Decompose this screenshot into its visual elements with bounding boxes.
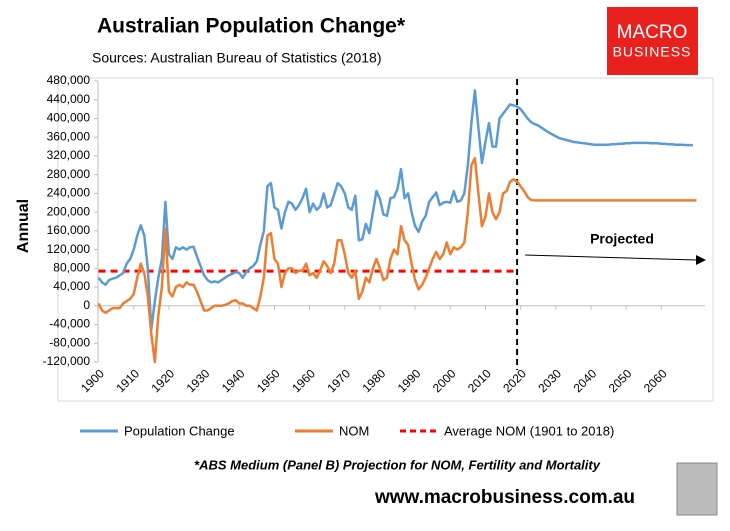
plot-frame (57, 77, 714, 402)
annotation-arrow (525, 254, 698, 261)
y-tick-label: 160,000 (47, 223, 91, 237)
series-line (97, 157, 697, 364)
y-tick-label: 80,000 (53, 261, 90, 275)
x-tick-label: 2000 (430, 366, 459, 395)
x-tick-label: 2050 (606, 366, 635, 395)
website: www.macrobusiness.com.au (374, 487, 635, 508)
x-tick-label: 2040 (571, 366, 600, 395)
annotation: Projected (590, 231, 654, 247)
x-tick-label: 1940 (219, 366, 248, 395)
footnote: *ABS Medium (Panel B) Projection for NOM… (194, 457, 601, 472)
y-tick-label: -40,000 (49, 317, 90, 331)
legend-label: Average NOM (1901 to 2018) (444, 423, 614, 438)
x-tick-label: 2020 (500, 366, 529, 395)
y-tick-label: 400,000 (47, 111, 91, 125)
logo-text: BUSINESS (613, 44, 692, 60)
series-line (97, 89, 693, 331)
y-axis-label: Annual (15, 199, 32, 253)
x-tick-label: 1960 (289, 366, 318, 395)
y-tick-label: 200,000 (47, 204, 91, 218)
annotation-arrowhead (696, 255, 706, 265)
x-tick-label: 1910 (113, 366, 142, 395)
x-tick-label: 1980 (360, 366, 389, 395)
x-tick-label: 2010 (465, 366, 494, 395)
chart-title: Australian Population Change* (97, 15, 406, 38)
x-tick-label: 2060 (641, 366, 670, 395)
legend-label: Population Change (124, 423, 235, 438)
x-tick-label: 1920 (148, 366, 177, 395)
wolf-image (676, 462, 718, 516)
x-tick-label: 1930 (184, 366, 213, 395)
y-tick-label: -120,000 (43, 354, 91, 368)
y-tick-label: 280,000 (47, 167, 91, 181)
x-tick-label: 1900 (78, 366, 107, 395)
chart-subtitle: Sources: Australian Bureau of Statistics… (92, 50, 381, 66)
y-tick-label: 320,000 (47, 148, 91, 162)
y-tick-label: 120,000 (47, 242, 91, 256)
y-tick-label: 440,000 (47, 92, 91, 106)
x-tick-label: 1970 (324, 366, 353, 395)
x-tick-label: 1950 (254, 366, 283, 395)
logo-box (607, 7, 698, 75)
y-tick-label: -80,000 (49, 335, 90, 349)
y-tick-label: 480,000 (47, 73, 91, 87)
y-tick-label: 240,000 (47, 186, 91, 200)
x-tick-label: 1990 (395, 366, 424, 395)
legend-label: NOM (339, 423, 369, 438)
x-tick-label: 2030 (535, 366, 564, 395)
y-tick-label: 360,000 (47, 129, 91, 143)
y-tick-label: 40,000 (53, 279, 90, 293)
logo-text: MACRO (617, 22, 688, 43)
y-tick-label: 0 (83, 298, 90, 312)
